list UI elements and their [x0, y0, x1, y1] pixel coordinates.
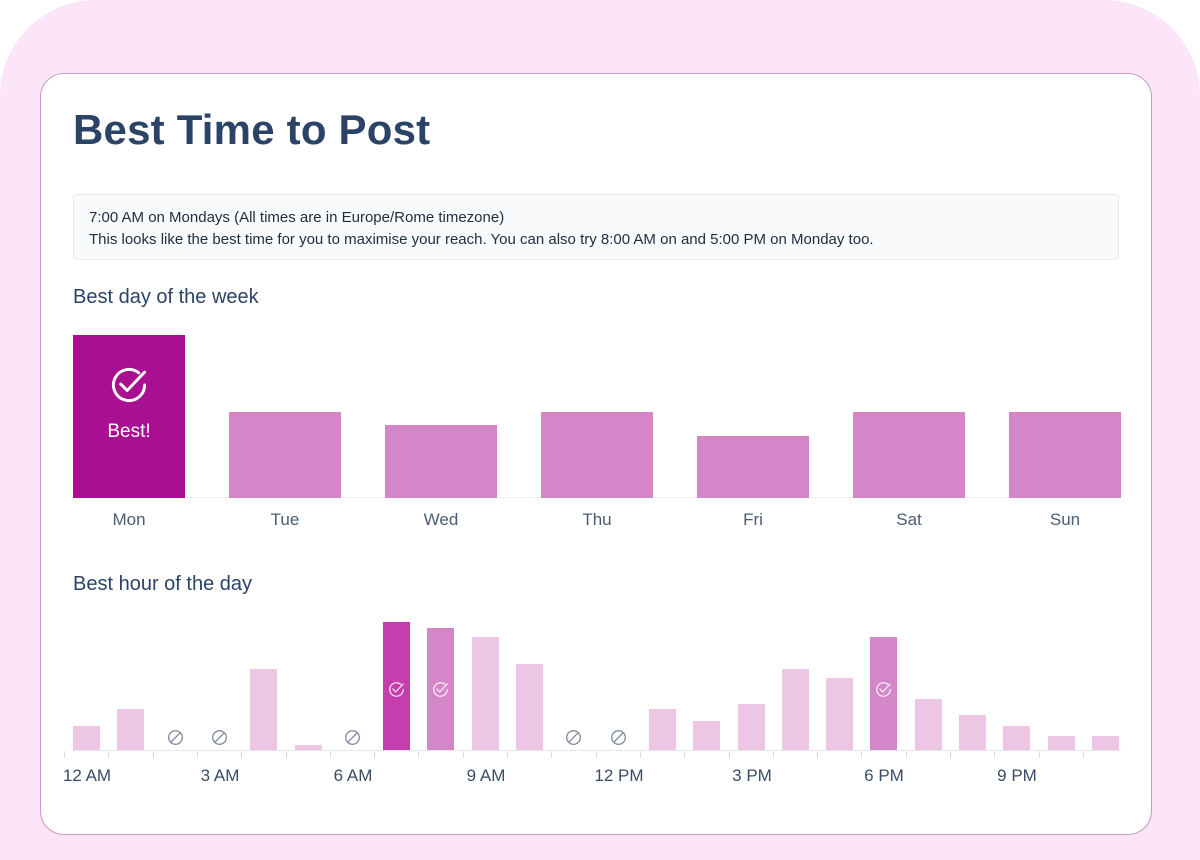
check-circle-icon — [387, 680, 406, 699]
recommendation-line-2: This looks like the best time for you to… — [89, 231, 874, 248]
hour-axis-tick — [773, 751, 774, 758]
hour-bar-13[interactable] — [649, 709, 676, 750]
hour-axis-tick — [64, 751, 65, 758]
check-circle-icon — [111, 367, 147, 402]
no-data-icon — [344, 729, 361, 746]
hour-bar-17[interactable] — [826, 678, 853, 750]
hour-axis-tick — [994, 751, 995, 758]
hour-bar-15[interactable] — [738, 704, 765, 750]
hour-axis-line — [73, 750, 1121, 751]
day-bar-tue[interactable] — [229, 412, 341, 498]
best-day-chart: Best! Mon Tue Wed Thu Fri Sat Sun — [73, 314, 1121, 534]
day-bar-wed[interactable] — [385, 425, 497, 498]
day-column-tue[interactable]: Tue — [229, 314, 341, 534]
day-bar-sun[interactable] — [1009, 412, 1121, 498]
day-bar-sat[interactable] — [853, 412, 965, 498]
hour-bar-4[interactable] — [250, 669, 277, 750]
day-bar-mon[interactable]: Best! — [73, 335, 185, 498]
best-hour-heading: Best hour of the day — [73, 573, 253, 595]
hour-axis-tick — [861, 751, 862, 758]
hour-axis-tick — [108, 751, 109, 758]
hour-bar-8[interactable] — [427, 628, 454, 750]
hour-bar-20[interactable] — [959, 715, 986, 750]
day-label: Mon — [112, 510, 146, 529]
check-circle-icon — [431, 680, 450, 699]
hour-axis-label: 6 PM — [864, 766, 904, 785]
day-label: Wed — [423, 510, 459, 529]
recommendation-line-1: 7:00 AM on Mondays (All times are in Eur… — [89, 209, 505, 226]
page-title: Best Time to Post — [73, 106, 431, 153]
hour-axis-label: 12 AM — [62, 766, 112, 785]
hour-axis-tick — [640, 751, 641, 758]
hour-bar-0[interactable] — [73, 726, 100, 750]
no-data-icon — [211, 729, 228, 746]
hour-bar-18[interactable] — [870, 637, 897, 750]
hour-axis-tick — [1039, 751, 1040, 758]
day-bar-thu[interactable] — [541, 412, 653, 498]
hour-bar-1[interactable] — [117, 709, 144, 750]
day-column-sun[interactable]: Sun — [1009, 314, 1121, 534]
hour-bar-23[interactable] — [1092, 736, 1119, 750]
hour-axis-label: 3 PM — [732, 766, 772, 785]
hour-bar-10[interactable] — [516, 664, 543, 750]
hour-axis-tick — [197, 751, 198, 758]
hour-axis-tick — [374, 751, 375, 758]
hour-axis-label: 12 PM — [594, 766, 644, 785]
day-column-wed[interactable]: Wed — [385, 314, 497, 534]
hour-axis-tick — [596, 751, 597, 758]
hour-axis-tick — [551, 751, 552, 758]
no-data-icon — [167, 729, 184, 746]
hour-axis-tick — [729, 751, 730, 758]
hour-axis-tick — [330, 751, 331, 758]
hour-axis-tick — [817, 751, 818, 758]
hour-bar-7[interactable] — [383, 622, 410, 750]
hour-axis-label: 3 AM — [200, 766, 240, 785]
hour-axis-tick — [507, 751, 508, 758]
day-label: Sat — [896, 510, 922, 529]
hour-bar-16[interactable] — [782, 669, 809, 750]
hour-axis-tick — [418, 751, 419, 758]
hour-bar-5[interactable] — [295, 745, 322, 750]
recommendation-box: 7:00 AM on Mondays (All times are in Eur… — [73, 194, 1119, 260]
hour-axis-tick — [906, 751, 907, 758]
hour-axis-tick — [241, 751, 242, 758]
hour-axis-tick — [153, 751, 154, 758]
best-day-marker: Best! — [73, 363, 185, 443]
day-column-sat[interactable]: Sat — [853, 314, 965, 534]
hour-axis-label: 9 PM — [997, 766, 1037, 785]
hour-bar-14[interactable] — [693, 721, 720, 750]
day-label: Tue — [270, 510, 300, 529]
hour-bar-22[interactable] — [1048, 736, 1075, 750]
day-column-fri[interactable]: Fri — [697, 314, 809, 534]
hour-bar-9[interactable] — [472, 637, 499, 750]
hour-bar-21[interactable] — [1003, 726, 1030, 750]
hour-axis-label: 6 AM — [333, 766, 373, 785]
hour-axis-label: 9 AM — [466, 766, 506, 785]
hour-axis-tick — [286, 751, 287, 758]
hour-axis-tick — [950, 751, 951, 758]
hour-bar-19[interactable] — [915, 699, 942, 750]
day-bar-fri[interactable] — [697, 436, 809, 498]
hour-axis-tick — [463, 751, 464, 758]
best-time-card: Best Time to Post 7:00 AM on Mondays (Al… — [40, 73, 1152, 835]
no-data-icon — [565, 729, 582, 746]
check-circle-icon — [874, 680, 893, 699]
day-label: Fri — [743, 510, 763, 529]
best-day-heading: Best day of the week — [73, 286, 259, 308]
best-label: Best! — [107, 421, 151, 442]
day-label: Thu — [582, 510, 612, 529]
day-column-thu[interactable]: Thu — [541, 314, 653, 534]
day-column-mon[interactable]: Best! Mon — [73, 314, 185, 534]
hour-axis-tick — [684, 751, 685, 758]
no-data-icon — [610, 729, 627, 746]
hour-axis-tick — [1083, 751, 1084, 758]
best-hour-chart: 12 AM 3 AM 6 AM 9 AM 12 PM 3 PM 6 PM 9 PM — [63, 614, 1121, 814]
day-label: Sun — [1049, 510, 1081, 529]
